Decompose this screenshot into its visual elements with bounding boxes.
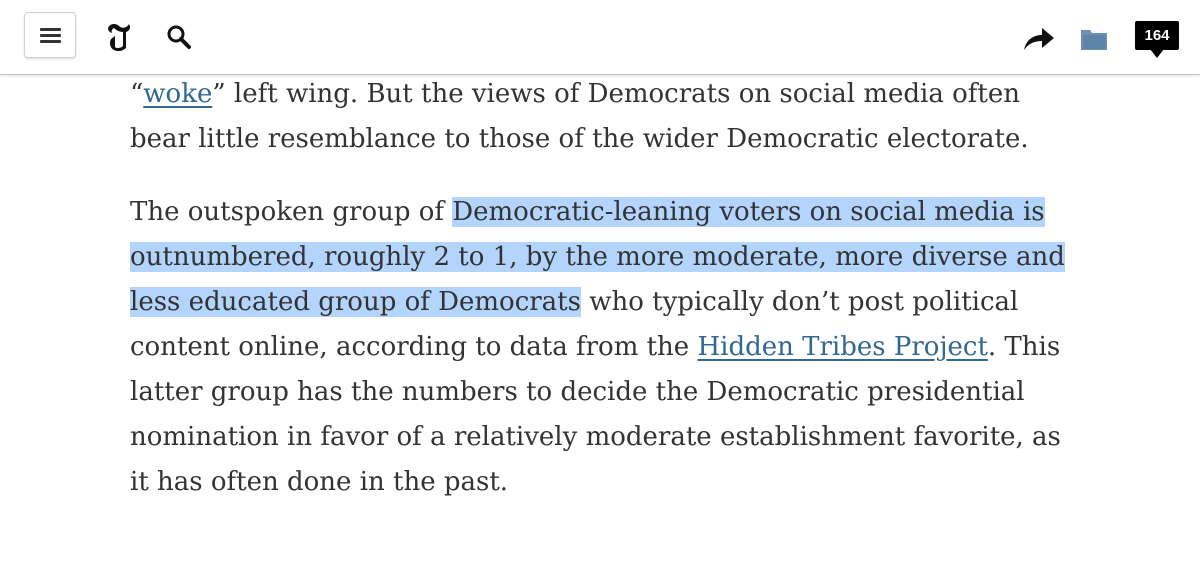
hidden-tribes-project-link[interactable]: Hidden Tribes Project <box>697 332 988 362</box>
comments-count: 164 <box>1135 21 1179 50</box>
comments-count-button[interactable]: 164 <box>1135 21 1179 58</box>
menu-line <box>40 28 61 31</box>
paragraph-text: who typically don’t post political conte… <box>130 287 1019 362</box>
paragraph-text: ” left wing. But the views of Democrats … <box>130 79 1029 154</box>
speech-bubble-tail <box>1150 49 1164 58</box>
hamburger-menu-button[interactable] <box>24 12 76 58</box>
menu-line <box>40 40 61 43</box>
paragraph-text: . This latter group has the numbers to d… <box>130 332 1061 497</box>
paragraph: The outspoken group of Democratic-leanin… <box>130 190 1080 505</box>
woke-link[interactable]: woke <box>143 79 213 109</box>
paragraph-text: The outspoken group of <box>130 197 453 227</box>
selected-text-highlight[interactable]: Democratic-leaning voters on social medi… <box>130 197 1065 317</box>
menu-line <box>40 34 61 37</box>
quote-mark: “ <box>130 79 144 109</box>
paragraph: “woke” left wing. But the views of Democ… <box>130 72 1080 162</box>
nyt-logo-icon[interactable] <box>104 20 134 54</box>
search-icon[interactable] <box>166 24 192 50</box>
folder-icon[interactable] <box>1080 26 1108 52</box>
share-arrow-icon[interactable] <box>1022 26 1056 52</box>
top-nav-bar: 164 <box>0 0 1200 75</box>
